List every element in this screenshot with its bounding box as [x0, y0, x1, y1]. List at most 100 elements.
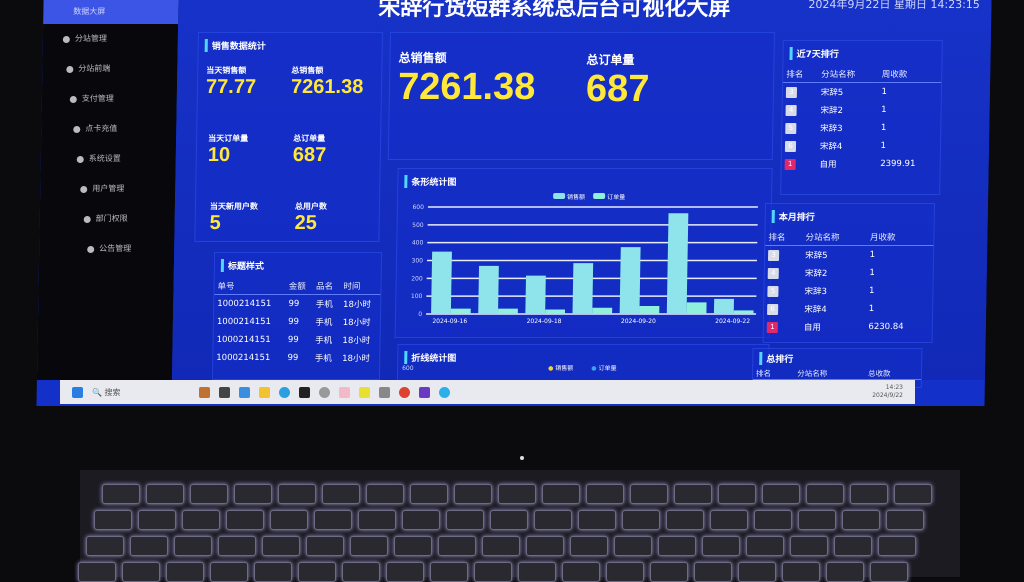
- app-icon[interactable]: [338, 386, 350, 398]
- keyboard-key: [754, 510, 792, 530]
- table-cell: 18小时: [342, 318, 371, 328]
- app-icon[interactable]: [198, 386, 210, 398]
- x-tick-label: 2024-09-22: [715, 318, 750, 325]
- bar-0: [572, 263, 594, 315]
- table-cell: 手机: [315, 318, 333, 328]
- table-row: 5 宋辞3 1: [782, 119, 940, 137]
- keyboard-key: [622, 510, 660, 530]
- orders-table: 单号 金额 品名 时间 1000214151 99 手机 18小时 1000214151 99 手机…: [213, 278, 381, 367]
- keyboard-key: [394, 536, 432, 556]
- app-icon[interactable]: [218, 386, 230, 398]
- app-icon[interactable]: [378, 386, 390, 398]
- y-tick-label: 0: [418, 311, 422, 318]
- keyboard-key: [306, 536, 344, 556]
- table-row: 6 宋辞4 1: [764, 300, 932, 318]
- keyboard-key: [86, 536, 124, 556]
- table-cell: 99: [288, 299, 300, 309]
- bar-1: [733, 310, 754, 315]
- keyboard-key: [606, 562, 644, 582]
- keyboard-key: [886, 510, 924, 530]
- keyboard-key: [474, 562, 512, 582]
- legend-label: 订单量: [607, 193, 625, 201]
- sidebar: 数据大屏 分站管理 分站前端 支付管理 点卡充值 系统设置 用户管理 部门权限 公告管理: [36, 0, 179, 380]
- column-header: 品名: [312, 278, 341, 295]
- bar-0: [431, 251, 452, 314]
- table-row: 4 宋辞2 1: [765, 264, 933, 282]
- keyboard-key: [190, 484, 228, 504]
- bar-0: [713, 298, 734, 314]
- keyboard-key: [122, 562, 160, 582]
- sidebar-item[interactable]: 用户管理: [40, 174, 176, 204]
- legend-sales: ● 销售额: [548, 365, 574, 372]
- keyboard-key: [166, 562, 204, 582]
- y-tick: 600: [402, 365, 414, 372]
- table-cell: 1000214151: [216, 317, 272, 327]
- legend-swatch: [553, 193, 566, 199]
- bar-0: [478, 265, 499, 314]
- keyboard-key: [746, 536, 784, 556]
- laptop-screen: 数据大屏 分站管理 分站前端 支付管理 点卡充值 系统设置 用户管理 部门权限 公告管理 宋辞…: [36, 0, 992, 406]
- app-icon[interactable]: [238, 386, 250, 398]
- table-cell: 99: [288, 317, 300, 327]
- sidebar-item[interactable]: 分站管理: [43, 24, 179, 54]
- clock: 2024年9月22日 星期日 14:23:15: [808, 0, 980, 11]
- sidebar-item[interactable]: 点卡充值: [41, 114, 177, 144]
- legend-swatch: [593, 193, 606, 199]
- orders-table-panel: 标题样式 单号 金额 品名 时间 1000214151 99 手机 18小时 100021415…: [211, 252, 383, 380]
- keyboard-key: [454, 484, 492, 504]
- keyboard-key: [710, 510, 748, 530]
- tray-clock[interactable]: 14:23 2024/9/22: [872, 384, 903, 399]
- start-icon[interactable]: [72, 386, 83, 398]
- edge-icon[interactable]: [278, 386, 290, 398]
- keyboard-key: [702, 536, 740, 556]
- y-tick-label: 300: [411, 258, 423, 265]
- menu-icon: [80, 185, 88, 193]
- keyboard-key: [870, 562, 908, 582]
- sidebar-item[interactable]: 系统设置: [41, 144, 177, 174]
- sidebar-item[interactable]: 公告管理: [39, 234, 175, 264]
- search-box[interactable]: 🔍 搜索: [92, 387, 121, 397]
- rank-badge: 1: [784, 158, 796, 170]
- column-header: 分站名称: [817, 66, 879, 83]
- rank-badge: 6: [784, 140, 797, 152]
- keyboard-key: [834, 536, 872, 556]
- keyboard-key: [210, 562, 248, 582]
- table-cell: 1: [868, 304, 875, 314]
- table-cell: 自用: [819, 160, 837, 170]
- total-rank-table: 排名 分站名称 总收款: [752, 368, 922, 380]
- app-icon[interactable]: [298, 386, 310, 398]
- folder-icon[interactable]: [258, 386, 270, 398]
- stat-item: 总用户数 25: [294, 202, 328, 234]
- table-row: 1 自用 6230.84: [764, 318, 932, 336]
- table-cell: 宋辞5: [820, 88, 844, 98]
- dashboard-main: 宋辞行货短群系统总后台可视化大屏 2024年9月22日 星期日 14:23:15…: [171, 0, 992, 388]
- table-cell: 宋辞2: [820, 106, 844, 116]
- menu-icon: [62, 35, 70, 43]
- app-icon[interactable]: [438, 386, 450, 398]
- app-icon[interactable]: [358, 386, 370, 398]
- keyboard-key: [254, 562, 292, 582]
- app-icon[interactable]: [418, 386, 430, 398]
- sidebar-item-dashboard[interactable]: 数据大屏: [43, 0, 179, 24]
- keyboard-key: [578, 510, 616, 530]
- sidebar-item[interactable]: 分站前端: [42, 54, 178, 84]
- keyboard-key: [526, 536, 564, 556]
- settings-icon[interactable]: [318, 386, 330, 398]
- bar-chart: 0 100 200 300 400 500 600 2024-09-16 2024-09-18 2…: [411, 193, 758, 325]
- stat-item: 当天新用户数 5: [209, 202, 259, 234]
- column-header: 周收款: [878, 66, 942, 83]
- bar-1: [450, 308, 471, 315]
- bar-0: [525, 275, 546, 314]
- table-cell: 宋辞2: [804, 269, 828, 279]
- sidebar-item[interactable]: 部门权限: [39, 204, 175, 234]
- sidebar-item[interactable]: 支付管理: [42, 84, 178, 114]
- sales-stats-panel: 销售数据统计 当天销售额 77.77 总销售额 7261.38 当天订单量 10 总订单量 6…: [194, 32, 383, 242]
- keyboard-key: [218, 536, 256, 556]
- x-tick-label: 2024-09-20: [621, 318, 656, 325]
- keyboard-key: [130, 536, 168, 556]
- keyboard-key: [674, 484, 712, 504]
- table-row: 1000214151 99 手机 18小时: [213, 349, 379, 367]
- table-row: 1 自用 2399.91: [782, 155, 940, 173]
- y-tick-label: 400: [412, 240, 424, 247]
- chrome-icon[interactable]: [398, 386, 410, 398]
